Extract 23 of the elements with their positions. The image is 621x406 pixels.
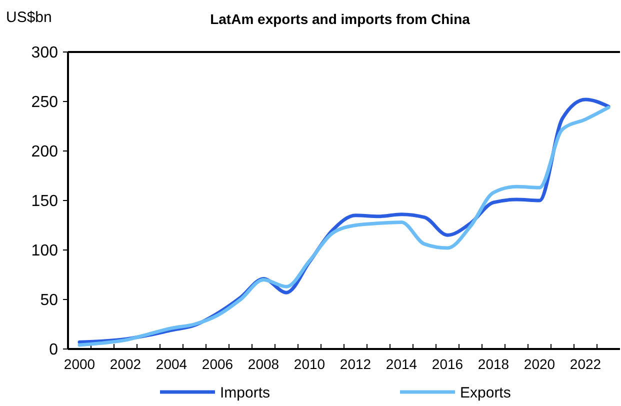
x-tick-label: 2014 bbox=[386, 356, 418, 372]
y-tick-label: 200 bbox=[31, 144, 58, 161]
y-axis-title: US$bn bbox=[6, 9, 52, 26]
y-tick-label: 150 bbox=[31, 193, 58, 210]
y-tick-label: 300 bbox=[31, 44, 58, 62]
legend-label: Imports bbox=[220, 384, 270, 402]
legend-label: Exports bbox=[460, 384, 511, 402]
x-tick-label: 2020 bbox=[524, 356, 556, 372]
x-tick-label: 2004 bbox=[156, 356, 188, 372]
x-tick-label: 2016 bbox=[432, 356, 464, 372]
chart-title: LatAm exports and imports from China bbox=[210, 11, 470, 27]
y-tick-label: 100 bbox=[31, 242, 58, 260]
x-tick-label: 2010 bbox=[294, 356, 326, 372]
x-tick-label: 2006 bbox=[202, 356, 234, 372]
y-tick-label: 50 bbox=[40, 292, 58, 310]
x-tick-label: 2002 bbox=[110, 356, 142, 372]
y-tick-label: 0 bbox=[49, 342, 58, 359]
x-tick-label: 2008 bbox=[248, 356, 280, 372]
x-tick-label: 2022 bbox=[570, 356, 602, 372]
x-tick-label: 2018 bbox=[478, 356, 510, 372]
y-tick-label: 250 bbox=[31, 94, 58, 112]
x-tick-label: 2000 bbox=[64, 356, 96, 372]
x-tick-label: 2012 bbox=[340, 356, 372, 372]
